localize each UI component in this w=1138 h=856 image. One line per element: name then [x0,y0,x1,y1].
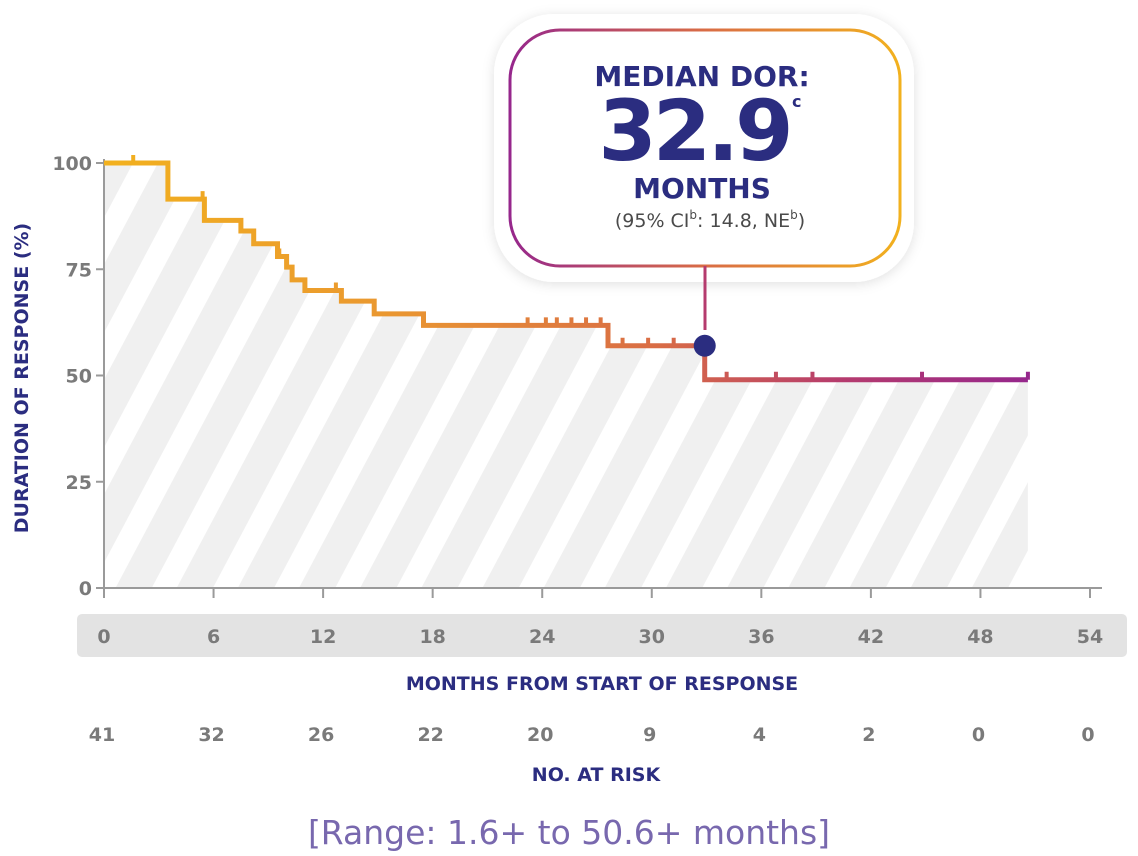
risk-count: 0 [1081,724,1094,746]
y-tick-label: 25 [66,472,92,494]
x-tick-label: 48 [967,626,993,648]
x-tick-band [77,614,1127,657]
y-axis: 0 25 50 75 100 [52,153,105,600]
x-tick-label: 0 [97,626,110,648]
risk-count: 20 [527,724,553,746]
risk-count: 4 [753,724,766,746]
risk-count: 32 [198,724,224,746]
number-at-risk-row: 41 32 26 22 20 9 4 2 0 0 [89,724,1095,746]
callout-median-value: 32.9 [598,82,789,180]
risk-count: 22 [417,724,443,746]
risk-count: 26 [308,724,334,746]
x-tick-labels: 0 6 12 18 24 30 36 42 48 54 [97,626,1103,648]
risk-count: 2 [862,724,875,746]
callout-median-label: MEDIAN DOR: [594,60,809,93]
x-tick-label: 18 [419,626,445,648]
x-tick-label: 24 [529,626,555,648]
x-tick-label: 54 [1077,626,1103,648]
range-footnote: [Range: 1.6+ to 50.6+ months] [308,813,830,852]
x-tick-label: 30 [639,626,665,648]
median-callout: MEDIAN DOR: 32.9 c MONTHS (95% CIb: 14.8… [494,14,914,330]
survival-area-fill [104,163,1028,588]
number-at-risk-title: NO. AT RISK [532,764,662,786]
callout-confidence-interval: (95% CIb: 14.8, NEb) [615,208,805,232]
censor-marks [131,155,1030,380]
x-tick-label: 36 [748,626,774,648]
risk-count: 0 [972,724,985,746]
y-tick-label: 100 [52,153,92,175]
x-axis-title: MONTHS FROM START OF RESPONSE [406,673,798,695]
x-tick-label: 42 [858,626,884,648]
callout-value-superscript: c [792,92,801,111]
y-tick-label: 75 [66,259,92,281]
y-tick-label: 50 [66,366,92,388]
x-axis [103,587,1102,598]
median-point [693,334,716,357]
x-tick-label: 6 [207,626,220,648]
plot-area: 0 25 50 75 100 [52,153,1102,600]
x-tick-label: 12 [310,626,336,648]
y-tick-label: 0 [79,578,92,600]
risk-count: 41 [89,724,115,746]
series-line [104,160,1028,383]
callout-months-label: MONTHS [633,172,771,205]
risk-count: 9 [643,724,656,746]
y-axis-title: DURATION OF RESPONSE (%) [11,223,33,533]
